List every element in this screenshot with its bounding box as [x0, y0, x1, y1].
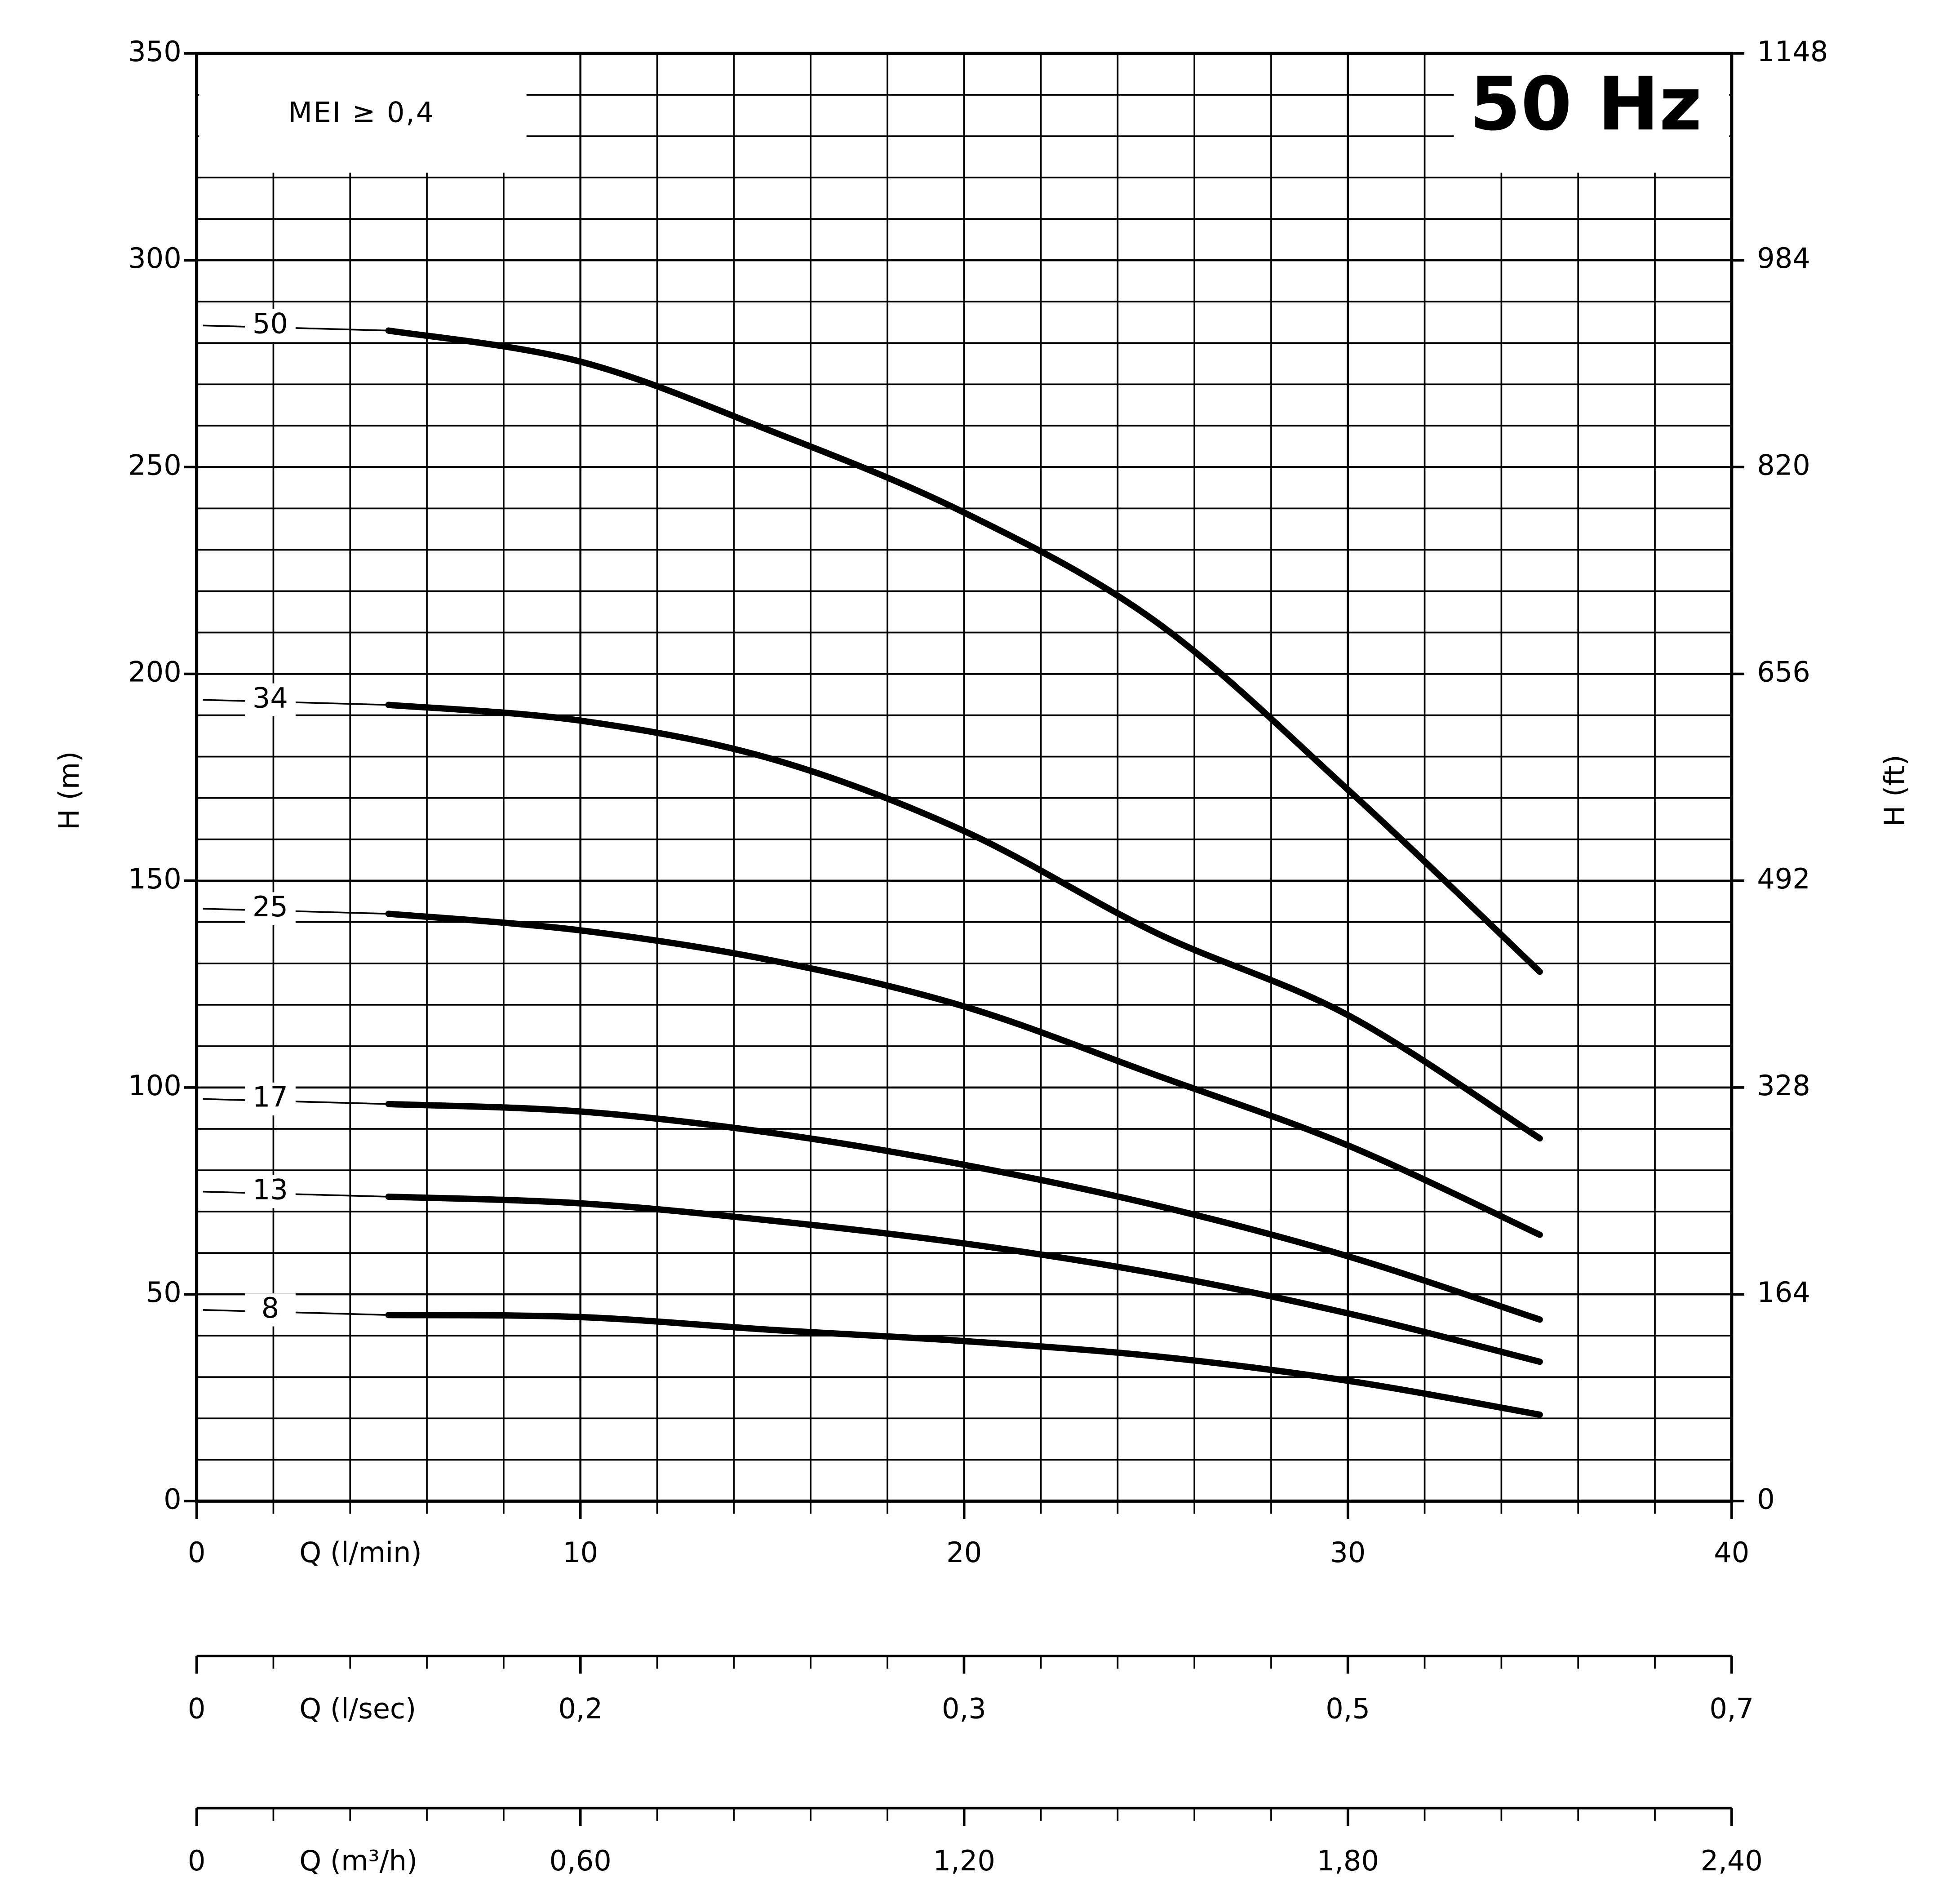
x-tick-label: 0: [188, 1692, 206, 1725]
curve: [385, 910, 1543, 1238]
leader-line: [203, 908, 389, 915]
y2-tick-label: 492: [1757, 862, 1810, 895]
leader-line: [203, 324, 389, 332]
curve: [385, 1312, 1543, 1418]
y2-tick-label: 1148: [1757, 35, 1828, 68]
y2-tick-label: 984: [1757, 242, 1810, 275]
label-bg: [244, 683, 296, 716]
y2-tick-label: 656: [1757, 656, 1810, 688]
curve: [385, 1193, 1543, 1365]
y2-axis-label: H (ft): [1878, 755, 1911, 826]
x-tick-label: 0: [188, 1536, 206, 1569]
y2-tick-label: 328: [1757, 1069, 1810, 1102]
leader-line: [203, 1190, 389, 1198]
x-tick-label: 2,40: [1701, 1844, 1763, 1877]
title-box: [1454, 51, 1729, 173]
x-axis-label: Q (m³/h): [299, 1844, 417, 1877]
annotation-box: [199, 51, 527, 173]
leader-line: [203, 1098, 389, 1105]
label-bg: [244, 309, 296, 342]
leader-line: [203, 699, 389, 706]
y-tick-label: 150: [128, 862, 182, 895]
x-tick-label: 30: [1330, 1536, 1366, 1569]
chart-title: 50 Hz: [1470, 61, 1702, 147]
y-tick-label: 250: [128, 448, 182, 481]
y-tick-label: 50: [146, 1276, 182, 1309]
series-label: 17: [253, 1081, 288, 1114]
curve: [385, 1101, 1543, 1323]
plot-frame: [195, 52, 1734, 1503]
y2-tick-label: 820: [1757, 448, 1810, 481]
x-tick-label: 0,2: [558, 1692, 603, 1725]
annotation: MEI ≥ 0,4: [288, 96, 435, 129]
x-tick-label: 0,60: [550, 1844, 612, 1877]
x-tick-label: 0,7: [1709, 1692, 1754, 1725]
series-label: 34: [253, 681, 288, 714]
x-tick-label: 10: [563, 1536, 598, 1569]
y-tick-label: 300: [128, 242, 182, 275]
x-tick-label: 0: [188, 1844, 206, 1877]
x-axis-label: Q (l/sec): [299, 1692, 416, 1725]
x-tick-label: 1,20: [933, 1844, 995, 1877]
x-tick-label: 0,3: [942, 1692, 986, 1725]
y2-tick-label: 0: [1757, 1483, 1775, 1515]
y-tick-label: 200: [128, 656, 182, 688]
label-bg: [244, 1082, 296, 1116]
x-tick-label: 1,80: [1317, 1844, 1379, 1877]
x-tick-label: 40: [1714, 1536, 1749, 1569]
series-label: 8: [262, 1292, 279, 1324]
curve: [385, 702, 1543, 1142]
y-tick-label: 350: [128, 35, 182, 68]
y-axis-label: H (m): [53, 751, 85, 830]
x-axis-label: Q (l/min): [299, 1536, 421, 1569]
series-label: 25: [253, 890, 288, 923]
y2-tick-label: 164: [1757, 1276, 1810, 1309]
x-tick-label: 0,5: [1326, 1692, 1370, 1725]
y-tick-label: 0: [164, 1483, 182, 1515]
label-bg: [244, 892, 296, 925]
series-label: 13: [253, 1173, 288, 1206]
x-tick-label: 20: [946, 1536, 982, 1569]
leader-line: [203, 1309, 389, 1316]
label-bg: [244, 1175, 296, 1208]
curve: [385, 327, 1543, 975]
label-bg: [244, 1293, 296, 1327]
y-tick-label: 100: [128, 1069, 182, 1102]
series-label: 50: [253, 307, 288, 340]
